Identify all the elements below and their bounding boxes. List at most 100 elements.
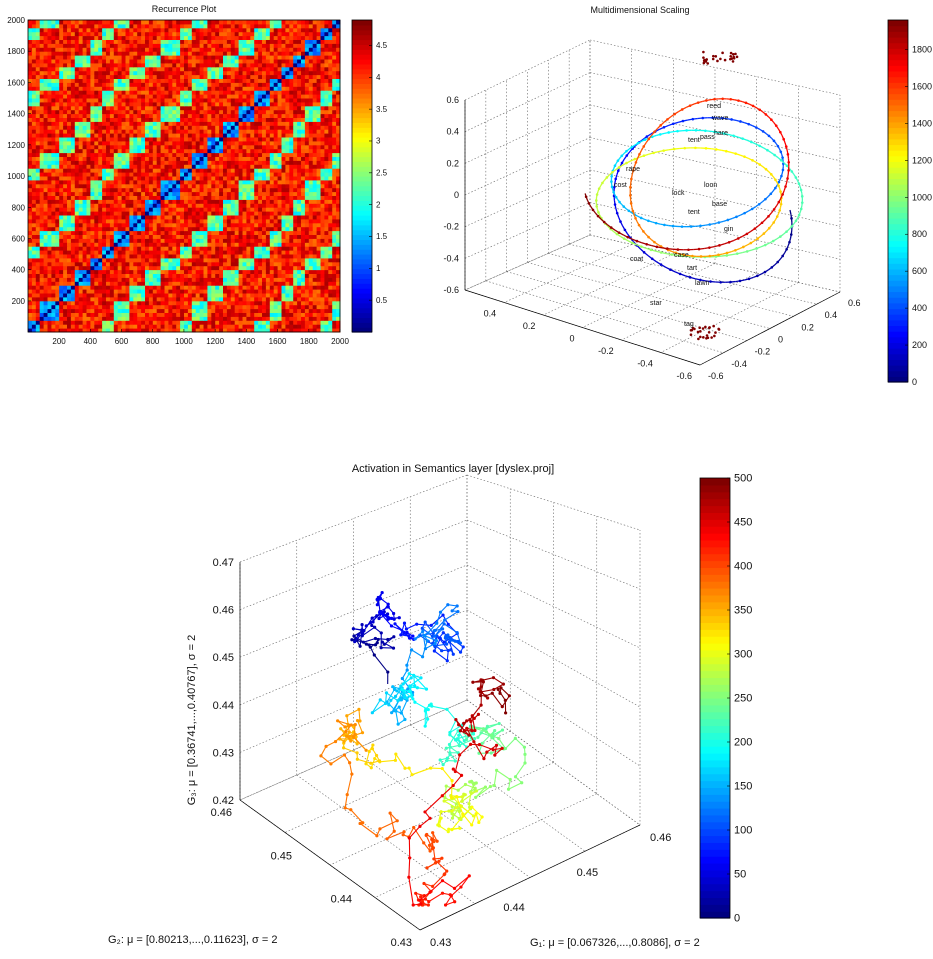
recurrence-cell [281,160,286,165]
recurrence-cell [51,296,56,302]
recurrence-cell [336,257,341,263]
recurrence-cell [332,187,337,193]
recurrence-cell [250,195,255,200]
recurrence-cell [137,183,142,189]
recurrence-cell [55,246,60,251]
recurrence-cell [94,265,99,271]
recurrence-cell [98,296,103,302]
recurrence-cell [191,215,197,220]
recurrence-cell [164,218,169,224]
recurrence-cell [82,211,87,216]
recurrence-cell [285,273,290,278]
recurrence-cell [67,211,72,216]
recurrence-cell [82,179,87,185]
recurrence-cell [184,246,189,251]
recurrence-cell [328,191,333,196]
recurrence-cell [258,187,263,193]
recurrence-cell [125,324,130,329]
recurrence-cell [289,137,294,142]
recurrence-cell [316,289,321,294]
recurrence-cell [63,230,68,235]
recurrence-cell [328,179,333,185]
recurrence-cell [94,183,99,189]
recurrence-cell [74,304,80,310]
recurrence-cell [332,277,337,282]
recurrence-cell [145,316,150,321]
recurrence-cell [242,316,247,321]
recurrence-cell [31,125,37,130]
recurrence-cell [320,312,325,317]
recurrence-cell [191,148,197,154]
recurrence-cell [82,121,87,126]
recurrence-cell [137,176,142,181]
recurrence-cell [273,304,279,310]
recurrence-cell [86,324,91,329]
recurrence-cell [328,328,333,333]
recurrence-cell [195,308,201,313]
recurrence-cell [106,187,111,193]
recurrence-cell [312,164,318,169]
recurrence-cell [328,238,333,243]
recurrence-cell [47,246,52,251]
recurrence-cell [195,172,201,177]
recurrence-cell [234,226,240,232]
recurrence-cell [308,320,314,325]
recurrence-cell [98,328,103,333]
recurrence-cell [31,296,37,302]
recurrence-cell [152,296,158,302]
recurrence-cell [297,281,302,286]
recurrence-cell [301,90,306,95]
recurrence-cell [109,218,115,224]
recurrence-cell [320,316,325,321]
recurrence-cell [312,129,318,134]
recurrence-cell [125,277,130,282]
recurrence-cell [289,109,294,115]
recurrence-cell [316,207,321,212]
recurrence-cell [148,308,154,313]
recurrence-cell [125,293,130,298]
recurrence-cell [258,195,263,200]
recurrence-cell [86,164,91,169]
recurrence-cell [156,199,162,204]
recurrence-cell [28,140,33,146]
recurrence-cell [148,218,154,224]
recurrence-cell [320,90,325,95]
recurrence-cell [67,176,72,181]
recurrence-cell [301,137,306,142]
recurrence-cell [230,215,236,220]
recurrence-cell [230,113,236,118]
recurrence-cell [35,234,41,239]
recurrence-cell [59,300,64,306]
recurrence-cell [74,238,80,243]
recurrence-cell [293,234,298,239]
recurrence-cell [117,152,123,157]
recurrence-cell [47,98,52,103]
recurrence-cell [176,113,181,118]
recurrence-cell [207,257,212,263]
recurrence-cell [304,164,310,169]
recurrence-cell [332,148,337,154]
recurrence-cell [320,129,325,134]
recurrence-cell [117,238,123,243]
recurrence-cell [94,226,99,232]
recurrence-cell [195,254,201,259]
recurrence-cell [145,324,150,329]
recurrence-cell [320,191,325,196]
recurrence-cell [63,133,68,138]
recurrence-cell [265,273,271,278]
recurrence-cell [246,265,251,271]
recurrence-cell [43,277,48,282]
recurrence-cell [102,172,107,177]
recurrence-cell [156,254,162,259]
recurrence-cell [258,152,263,157]
recurrence-cell [269,328,275,333]
recurrence-cell [254,308,259,313]
recurrence-cell [129,300,134,306]
recurrence-cell [172,277,177,282]
recurrence-cell [195,273,201,278]
recurrence-cell [47,137,52,142]
recurrence-cell [191,250,197,255]
recurrence-cell [82,144,87,150]
recurrence-cell [137,324,142,329]
recurrence-cell [336,218,341,224]
